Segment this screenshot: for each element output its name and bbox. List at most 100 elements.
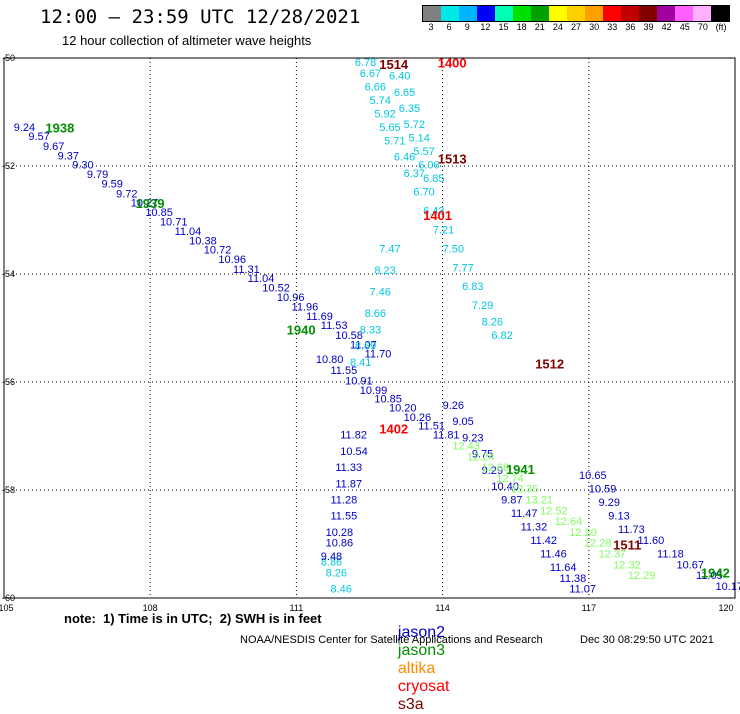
color-swatch-16 bbox=[711, 6, 729, 21]
swh-observation: 11.81 bbox=[433, 430, 460, 442]
swh-observation: 11.47 bbox=[511, 508, 538, 520]
swh-observation: 9.05 bbox=[452, 416, 473, 428]
swh-observation: 10.17 bbox=[716, 581, 740, 593]
color-label-15: 70 bbox=[697, 22, 708, 32]
swh-observation: 6.43 bbox=[423, 206, 444, 218]
swh-observation: 11.18 bbox=[657, 549, 684, 561]
swh-observation: 11.04 bbox=[175, 226, 202, 238]
swh-observation: 7.29 bbox=[472, 300, 493, 312]
pass-time-label: 1939 bbox=[136, 196, 165, 211]
swh-observation: 6.70 bbox=[413, 187, 434, 199]
swh-observation: 11.07 bbox=[350, 340, 377, 352]
altimeter-observations: 9.249.579.679.379.309.799.599.7210.2710.… bbox=[14, 57, 740, 596]
swh-observation: 8.41 bbox=[350, 357, 371, 369]
lon-tick-label: 117 bbox=[582, 603, 596, 613]
track-cyan-2: 6.40 6.65 6.35 5.72 5.145.57 6.066.85 bbox=[389, 71, 445, 186]
swh-observation: 9.37 bbox=[58, 151, 79, 163]
mission-s3a: s3a bbox=[397, 696, 424, 713]
pass-time-label: 1512 bbox=[535, 357, 564, 372]
color-label-3: 12 bbox=[480, 22, 491, 32]
lat-tick-label: -54 bbox=[2, 269, 15, 279]
color-swatch-14 bbox=[675, 6, 693, 21]
swh-observation: 9.87 bbox=[501, 495, 522, 507]
color-label-4: 15 bbox=[498, 22, 509, 32]
color-swatch-1 bbox=[441, 6, 459, 21]
swh-observation: 5.92 bbox=[374, 108, 395, 120]
swh-observation: 11.51 bbox=[418, 421, 445, 433]
swh-observation: 11.32 bbox=[521, 522, 548, 534]
color-swatch-3 bbox=[477, 6, 495, 21]
color-swatch-10 bbox=[603, 6, 621, 21]
swh-observation: 11.55 bbox=[331, 511, 358, 523]
swh-observation: 10.38 bbox=[189, 235, 217, 247]
swh-observation: 9.75 bbox=[472, 449, 493, 461]
swh-observation: 10.85 bbox=[145, 207, 173, 219]
color-swatch-6 bbox=[531, 6, 549, 21]
color-label-0: 3 bbox=[428, 22, 434, 32]
generation-timestamp: Dec 30 08:29:50 UTC 2021 bbox=[580, 634, 714, 646]
map-subtitle: 12 hour collection of altimeter wave hei… bbox=[62, 33, 312, 48]
swh-observation: 10.59 bbox=[589, 484, 617, 496]
swh-observation: 12.32 bbox=[613, 559, 641, 571]
swh-observation: 8.66 bbox=[365, 308, 386, 320]
swh-observation: 11.87 bbox=[335, 478, 362, 490]
track-1938: 9.249.579.679.379.309.799.599.7210.2710.… bbox=[14, 122, 392, 361]
map-title: 12:00 – 23:59 UTC 12/28/2021 bbox=[40, 6, 361, 28]
pass-time-label: 1938 bbox=[45, 121, 74, 136]
mission-altika: altika bbox=[397, 660, 436, 677]
wave-height-color-legend: 3 6 9 12 15 18 21 24 27 30 33 36 39 42 45 70 (ft) bbox=[422, 5, 730, 35]
color-scale-labels: 3 6 9 12 15 18 21 24 27 30 33 36 39 42 45 70 (ft) bbox=[422, 22, 730, 36]
swh-observation: 13.21 bbox=[525, 495, 553, 507]
swh-observation: 7.47 bbox=[379, 243, 400, 255]
swh-observation: 8.26 bbox=[326, 567, 347, 579]
swh-observation: 12.28 bbox=[584, 538, 612, 550]
swh-observation: 6.06 bbox=[418, 160, 439, 172]
swh-observation: 7.21 bbox=[433, 225, 454, 237]
swh-observation: 12.20 bbox=[569, 527, 597, 539]
swh-observation: 13.35 bbox=[511, 484, 539, 496]
lat-tick-label: -52 bbox=[2, 161, 15, 171]
swh-observation: 12.52 bbox=[540, 505, 568, 517]
swh-observation: 6.65 bbox=[394, 87, 415, 99]
lat-tick-label: -50 bbox=[2, 53, 15, 63]
swh-observation: 11.33 bbox=[335, 462, 362, 474]
pass-time-label: 1514 bbox=[379, 57, 409, 72]
lat-tick-label: -58 bbox=[2, 485, 15, 495]
swh-observation: 11.28 bbox=[331, 495, 358, 507]
swh-observation: 9.26 bbox=[443, 400, 464, 412]
swh-observation: 6.35 bbox=[399, 103, 420, 115]
swh-observation: 8.46 bbox=[331, 584, 352, 596]
color-swatch-4 bbox=[495, 6, 513, 21]
credit-line: NOAA/NESDIS Center for Satellite Applica… bbox=[240, 634, 543, 646]
swh-observation: 6.40 bbox=[389, 71, 410, 83]
swh-observation: 10.52 bbox=[262, 282, 290, 294]
swh-observation: 10.40 bbox=[491, 481, 519, 493]
swh-observation: 10.54 bbox=[340, 446, 368, 458]
swh-observation: 7.46 bbox=[370, 287, 391, 299]
swh-observation: 8.86 bbox=[321, 557, 342, 569]
swh-observation: 6.82 bbox=[491, 330, 512, 342]
swh-observation: 9.48 bbox=[321, 551, 342, 563]
swh-observation: 6.37 bbox=[404, 168, 425, 180]
lon-tick-label: 120 bbox=[718, 603, 733, 613]
swh-observation: 11.38 bbox=[560, 573, 587, 585]
swh-observation: 7.50 bbox=[443, 243, 464, 255]
swh-observation: 10.85 bbox=[374, 394, 402, 406]
pass-time-label: 1402 bbox=[379, 421, 408, 436]
swh-observation: 9.29 bbox=[599, 497, 620, 509]
swh-observation: 12.74 bbox=[496, 473, 524, 485]
swh-observation: 9.79 bbox=[87, 169, 108, 181]
swh-observation: 6.66 bbox=[365, 81, 386, 93]
swh-observation: 9.57 bbox=[28, 131, 49, 143]
color-label-1: 6 bbox=[446, 22, 452, 32]
swh-observation: 5.72 bbox=[404, 119, 425, 131]
color-label-14: 45 bbox=[679, 22, 690, 32]
mission-jason2: jason2 bbox=[397, 624, 446, 641]
swh-observation: 10.96 bbox=[218, 254, 246, 266]
swh-observation: 9.24 bbox=[14, 122, 35, 134]
pass-time-label: 1942 bbox=[701, 565, 730, 580]
swh-observation: 6.85 bbox=[423, 173, 444, 185]
swh-observation: 5.57 bbox=[413, 146, 434, 158]
pass-time-label: 1941 bbox=[506, 462, 535, 477]
swh-observation: 11.31 bbox=[233, 264, 260, 276]
